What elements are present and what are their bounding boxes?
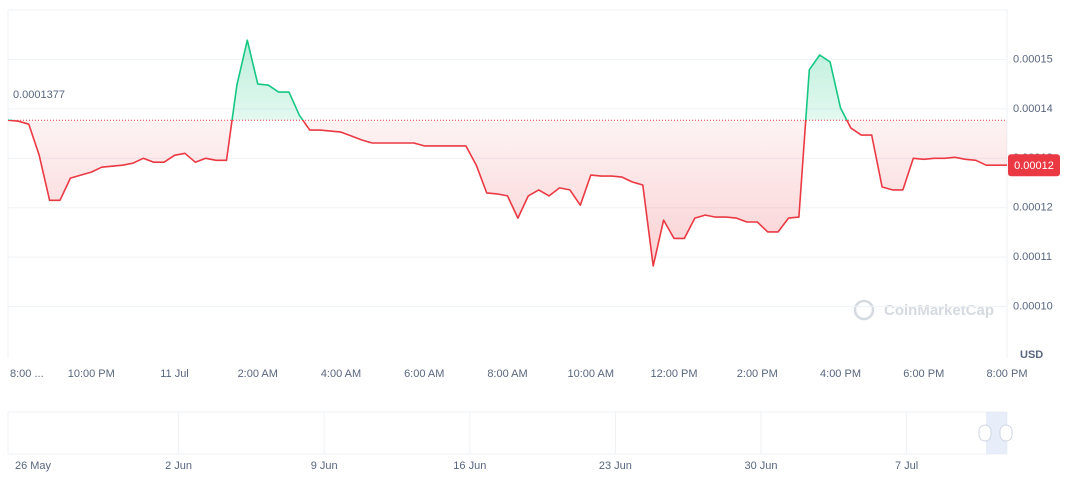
x-tick-label: 8:00 AM xyxy=(487,368,527,380)
x-tick-label: 8:00 PM xyxy=(987,368,1028,380)
navigator-label: 26 May xyxy=(15,460,52,472)
watermark-logo xyxy=(853,299,875,321)
navigator-label: 16 Jun xyxy=(453,460,486,472)
x-tick-label: 4:00 AM xyxy=(321,368,361,380)
area xyxy=(8,40,1007,267)
x-tick-label: 2:00 PM xyxy=(737,368,778,380)
price-tag-label: 0.00012 xyxy=(1014,160,1054,172)
x-tick-label: 8:00 ... xyxy=(10,368,44,380)
navigator-label: 23 Jun xyxy=(599,460,632,472)
y-tick-label: 0.00010 xyxy=(1013,300,1053,312)
price-line xyxy=(7,39,1007,267)
navigator xyxy=(7,411,1008,455)
y-tick-label: 0.00015 xyxy=(1013,53,1053,65)
x-tick-label: 12:00 PM xyxy=(650,368,697,380)
navigator-label: 9 Jun xyxy=(311,460,338,472)
x-tick-label: 10:00 PM xyxy=(68,368,115,380)
price-tag xyxy=(1008,154,1060,177)
x-tick-label: 6:00 AM xyxy=(404,368,444,380)
unit-label: USD xyxy=(1020,349,1043,361)
x-tick-label: 6:00 PM xyxy=(903,368,944,380)
navigator-handle[interactable] xyxy=(999,424,1013,442)
navigator-window xyxy=(986,412,1007,454)
x-tick-label: 4:00 PM xyxy=(820,368,861,380)
baseline-label: 0.0001377 xyxy=(13,89,65,101)
navigator-label: 7 Jul xyxy=(895,460,918,472)
navigator-label: 30 Jun xyxy=(744,460,777,472)
navigator-handle[interactable] xyxy=(978,424,992,442)
watermark: CoinMarketCap xyxy=(884,302,994,319)
navigator-label: 2 Jun xyxy=(165,460,192,472)
y-tick-label: 0.00011 xyxy=(1013,251,1052,263)
y-tick-label: 0.00012 xyxy=(1013,202,1053,214)
x-tick-label: 11 Jul xyxy=(160,368,189,380)
x-tick-label: 2:00 AM xyxy=(238,368,278,380)
x-tick-label: 10:00 AM xyxy=(568,368,614,380)
y-tick-label: 0.00014 xyxy=(1013,103,1053,115)
